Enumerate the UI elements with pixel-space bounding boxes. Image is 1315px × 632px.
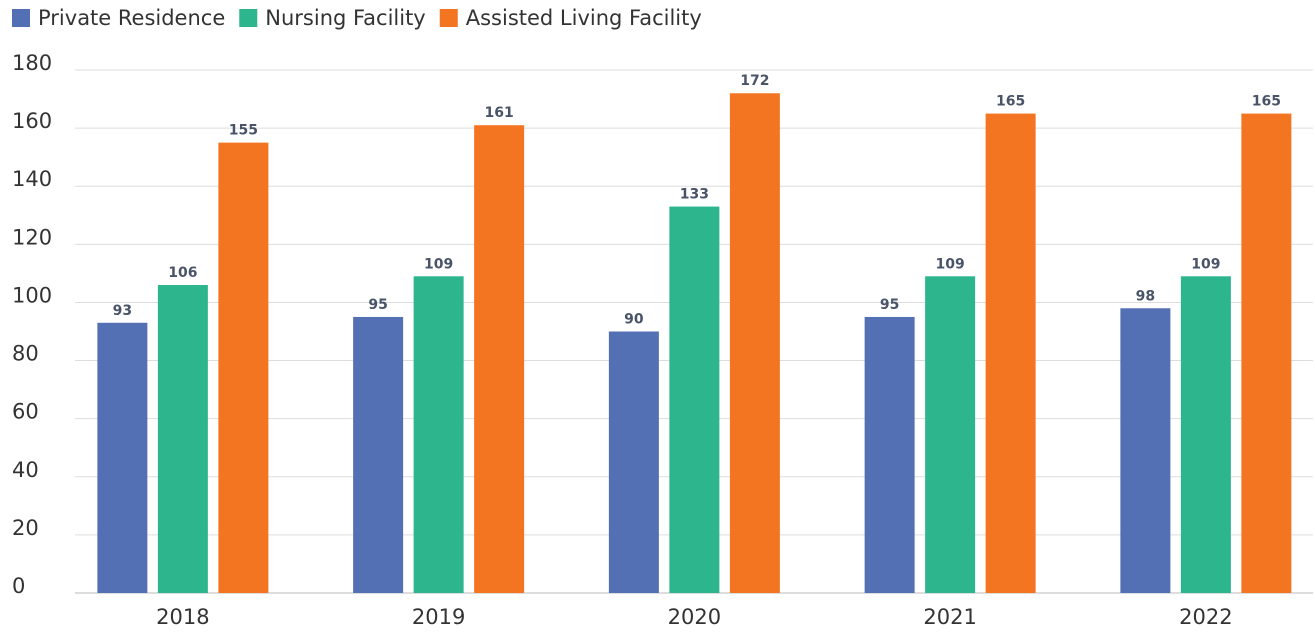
bar — [157, 285, 208, 593]
y-tick-label: 120 — [12, 225, 52, 249]
bar — [1241, 113, 1292, 593]
data-label: 95 — [368, 297, 387, 313]
data-label: 93 — [113, 303, 132, 319]
bar — [474, 125, 525, 593]
x-tick-label: 2022 — [1179, 605, 1232, 629]
data-label: 106 — [168, 265, 197, 281]
data-label: 90 — [624, 312, 644, 328]
y-tick-label: 140 — [12, 167, 52, 191]
bar — [925, 276, 976, 593]
bar — [413, 276, 464, 593]
data-label: 165 — [996, 94, 1025, 110]
legend-label: Private Residence — [38, 6, 225, 30]
data-label: 109 — [1191, 256, 1220, 272]
data-label: 98 — [1136, 288, 1155, 304]
bar — [864, 316, 915, 593]
y-tick-label: 160 — [12, 109, 52, 133]
data-label: 165 — [1252, 94, 1281, 110]
x-tick-label: 2018 — [156, 605, 209, 629]
data-label: 172 — [740, 73, 769, 89]
y-tick-label: 100 — [12, 283, 52, 307]
bar — [218, 142, 269, 593]
data-label: 133 — [680, 187, 709, 203]
legend-label: Nursing Facility — [265, 6, 425, 30]
bar — [729, 93, 780, 593]
x-tick-label: 2019 — [412, 605, 465, 629]
y-tick-label: 0 — [12, 574, 25, 598]
x-tick-label: 2021 — [923, 605, 976, 629]
data-label: 109 — [424, 256, 453, 272]
data-label: 161 — [485, 105, 514, 121]
legend-swatch — [239, 9, 258, 27]
legend-swatch — [12, 9, 30, 27]
bar — [985, 113, 1036, 593]
bar — [353, 316, 404, 593]
y-tick-label: 20 — [12, 516, 39, 540]
y-tick-label: 40 — [12, 458, 39, 482]
bar — [608, 331, 659, 593]
bar — [1180, 276, 1231, 593]
bar — [669, 206, 720, 594]
bar — [97, 322, 148, 593]
legend-swatch — [439, 9, 458, 27]
bar — [1120, 308, 1171, 593]
data-label: 95 — [880, 297, 899, 313]
y-tick-label: 180 — [12, 51, 52, 75]
data-label: 155 — [229, 123, 258, 139]
legend-label: Assisted Living Facility — [466, 6, 702, 30]
y-tick-label: 80 — [12, 342, 39, 366]
y-tick-label: 60 — [12, 400, 39, 424]
x-tick-label: 2020 — [668, 605, 721, 629]
data-label: 109 — [936, 256, 965, 272]
